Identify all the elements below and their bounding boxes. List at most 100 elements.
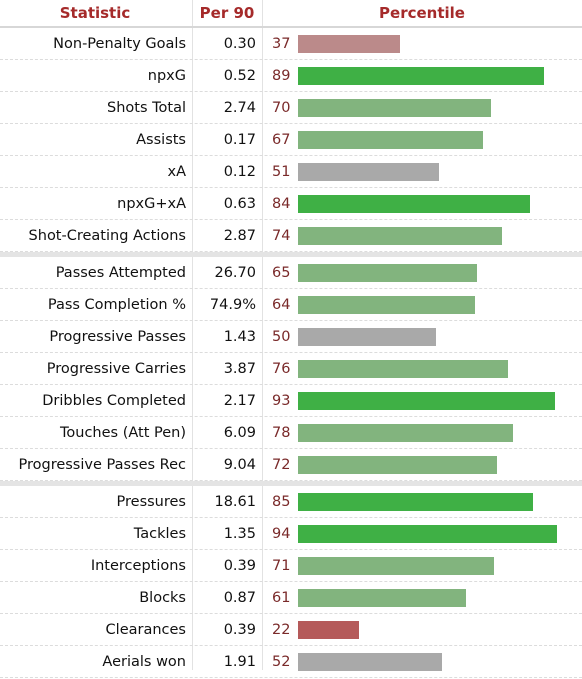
table-row: Blocks 0.87 61 bbox=[0, 582, 582, 614]
percentile-bar bbox=[298, 328, 436, 346]
percentile-bar bbox=[298, 99, 491, 117]
row-divider bbox=[0, 613, 582, 615]
stat-name: xA bbox=[167, 164, 186, 180]
per90-value: 0.87 bbox=[223, 590, 256, 606]
row-divider bbox=[0, 219, 582, 221]
per90-value: 2.17 bbox=[223, 393, 256, 409]
per90-value: 2.74 bbox=[223, 100, 256, 116]
table-row: xA 0.12 51 bbox=[0, 156, 582, 188]
header-per90: Per 90 bbox=[199, 4, 255, 22]
per90-value: 18.61 bbox=[214, 494, 256, 510]
row-divider bbox=[0, 416, 582, 418]
percentile-bar bbox=[298, 195, 530, 213]
percentile-bar bbox=[298, 360, 508, 378]
per90-value: 74.9% bbox=[209, 297, 256, 313]
percentile-bar bbox=[298, 392, 555, 410]
percentile-label: 65 bbox=[272, 265, 291, 281]
stat-name: Shot-Creating Actions bbox=[28, 228, 186, 244]
per90-value: 0.12 bbox=[223, 164, 256, 180]
percentile-label: 67 bbox=[272, 132, 291, 148]
stat-name: Blocks bbox=[139, 590, 186, 606]
per90-value: 1.35 bbox=[223, 526, 256, 542]
row-divider bbox=[0, 549, 582, 551]
row-divider bbox=[0, 59, 582, 61]
stat-name: Pressures bbox=[116, 494, 186, 510]
row-divider bbox=[0, 448, 582, 450]
per90-value: 9.04 bbox=[223, 457, 256, 473]
column-divider bbox=[192, 0, 193, 670]
table-row: Clearances 0.39 22 bbox=[0, 614, 582, 646]
table-row: npxG+xA 0.63 84 bbox=[0, 188, 582, 220]
per90-value: 6.09 bbox=[223, 425, 256, 441]
row-divider bbox=[0, 384, 582, 386]
row-divider bbox=[0, 320, 582, 322]
per90-value: 0.39 bbox=[223, 558, 256, 574]
percentile-label: 93 bbox=[272, 393, 291, 409]
table-row: Shots Total 2.74 70 bbox=[0, 92, 582, 124]
percentile-label: 70 bbox=[272, 100, 291, 116]
stat-name: Shots Total bbox=[107, 100, 186, 116]
row-divider bbox=[0, 288, 582, 290]
percentile-bar bbox=[298, 163, 439, 181]
header-percentile: Percentile bbox=[379, 4, 465, 22]
per90-value: 1.91 bbox=[223, 654, 256, 670]
table-row: Tackles 1.35 94 bbox=[0, 518, 582, 550]
stat-name: Aerials won bbox=[102, 654, 186, 670]
table-row: npxG 0.52 89 bbox=[0, 60, 582, 92]
percentile-label: 37 bbox=[272, 36, 291, 52]
row-divider bbox=[0, 187, 582, 189]
stat-name: Progressive Carries bbox=[46, 361, 186, 377]
per90-value: 1.43 bbox=[223, 329, 256, 345]
stat-name: npxG+xA bbox=[117, 196, 186, 212]
percentile-bar bbox=[298, 456, 497, 474]
table-row: Progressive Passes 1.43 50 bbox=[0, 321, 582, 353]
per90-value: 3.87 bbox=[223, 361, 256, 377]
percentile-bar bbox=[298, 227, 502, 245]
group-separator bbox=[0, 481, 582, 486]
percentile-bar bbox=[298, 589, 466, 607]
row-divider bbox=[0, 517, 582, 519]
percentile-bar bbox=[298, 493, 533, 511]
stat-name: Progressive Passes Rec bbox=[18, 457, 186, 473]
stat-name: npxG bbox=[147, 68, 186, 84]
header-rule bbox=[0, 26, 582, 28]
table-row: Progressive Passes Rec 9.04 72 bbox=[0, 449, 582, 481]
percentile-bar bbox=[298, 35, 400, 53]
row-divider bbox=[0, 581, 582, 583]
percentile-bar bbox=[298, 557, 494, 575]
percentile-label: 51 bbox=[272, 164, 291, 180]
per90-value: 0.63 bbox=[223, 196, 256, 212]
per90-value: 0.52 bbox=[223, 68, 256, 84]
table-row: Progressive Carries 3.87 76 bbox=[0, 353, 582, 385]
percentile-label: 52 bbox=[272, 654, 291, 670]
row-divider bbox=[0, 480, 582, 482]
per90-value: 2.87 bbox=[223, 228, 256, 244]
per90-value: 0.39 bbox=[223, 622, 256, 638]
column-divider bbox=[262, 0, 263, 670]
row-divider bbox=[0, 91, 582, 93]
stat-name: Assists bbox=[136, 132, 186, 148]
percentile-label: 89 bbox=[272, 68, 291, 84]
row-divider bbox=[0, 155, 582, 157]
table-row: Passes Attempted 26.70 65 bbox=[0, 257, 582, 289]
percentile-label: 76 bbox=[272, 361, 291, 377]
header-statistic: Statistic bbox=[59, 4, 131, 22]
percentile-label: 64 bbox=[272, 297, 291, 313]
stat-name: Progressive Passes bbox=[49, 329, 186, 345]
per90-value: 26.70 bbox=[214, 265, 256, 281]
percentile-bar bbox=[298, 653, 442, 671]
stat-name: Touches (Att Pen) bbox=[60, 425, 186, 441]
percentile-bar bbox=[298, 424, 513, 442]
percentile-label: 85 bbox=[272, 494, 291, 510]
stat-name: Interceptions bbox=[90, 558, 186, 574]
percentile-label: 72 bbox=[272, 457, 291, 473]
row-divider bbox=[0, 645, 582, 647]
per90-value: 0.17 bbox=[223, 132, 256, 148]
percentile-label: 74 bbox=[272, 228, 291, 244]
table-row: Assists 0.17 67 bbox=[0, 124, 582, 156]
percentile-label: 22 bbox=[272, 622, 291, 638]
percentile-label: 84 bbox=[272, 196, 291, 212]
percentile-label: 94 bbox=[272, 526, 291, 542]
table-row: Touches (Att Pen) 6.09 78 bbox=[0, 417, 582, 449]
